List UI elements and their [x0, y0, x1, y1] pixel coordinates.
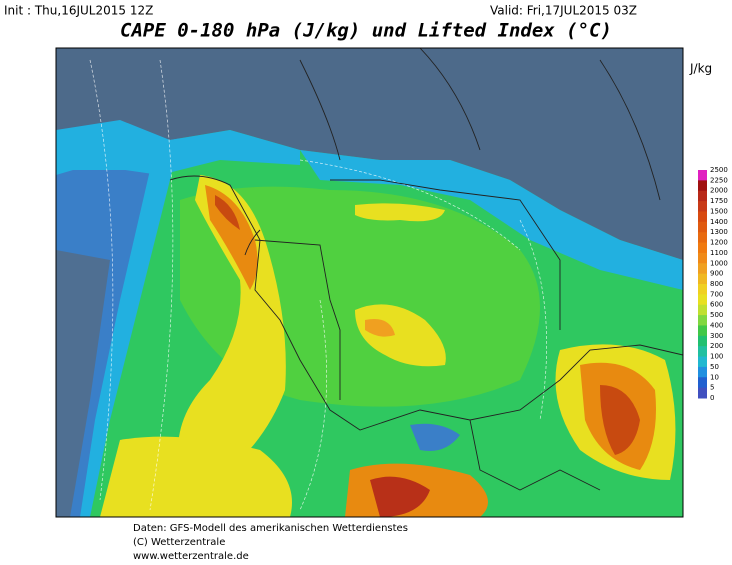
- legend-swatch: [698, 180, 707, 192]
- legend-swatch: [698, 335, 707, 347]
- legend-unit: J/kg: [689, 62, 712, 76]
- legend-swatch: [698, 294, 707, 306]
- legend-swatch: [698, 221, 707, 233]
- footer-line: www.wetterzentrale.de: [133, 551, 249, 562]
- legend-level: 50: [710, 363, 719, 371]
- legend-level: 2000: [710, 187, 728, 195]
- legend-level: 100: [710, 353, 723, 361]
- legend-swatch: [698, 377, 707, 389]
- legend-level: 0: [710, 394, 714, 402]
- legend-level: 1000: [710, 259, 728, 267]
- legend-swatch: [698, 304, 707, 316]
- legend-swatch: [698, 325, 707, 337]
- legend-level: 300: [710, 332, 723, 340]
- legend-level: 500: [710, 311, 723, 319]
- legend-level: 800: [710, 280, 723, 288]
- legend-swatch: [698, 315, 707, 326]
- legend-level: 2500: [710, 166, 728, 174]
- legend-swatch: [698, 242, 707, 254]
- legend-level: 5: [710, 384, 714, 392]
- color-legend: 2500225020001750150014001300120011001000…: [698, 166, 728, 402]
- legend-level: 2250: [710, 176, 728, 184]
- map-title: CAPE 0-180 hPa (J/kg) und Lifted Index (…: [120, 20, 612, 42]
- legend-level: 200: [710, 342, 723, 350]
- legend-swatch: [698, 263, 707, 275]
- legend-swatch: [698, 284, 707, 295]
- legend-level: 1750: [710, 197, 728, 205]
- legend-swatch: [698, 366, 707, 378]
- legend-level: 900: [710, 270, 723, 278]
- legend-swatch: [698, 356, 707, 368]
- legend-swatch: [698, 190, 707, 202]
- legend-swatch: [698, 273, 707, 285]
- legend-swatch: [698, 201, 707, 212]
- legend-level: 1400: [710, 218, 728, 226]
- legend-level: 1200: [710, 239, 728, 247]
- footer-line: Daten: GFS-Modell des amerikanischen Wet…: [133, 523, 408, 534]
- legend-swatch: [698, 232, 707, 244]
- legend-level: 700: [710, 290, 723, 298]
- valid-time: Valid: Fri,17JUL2015 03Z: [490, 4, 637, 18]
- legend-level: 10: [710, 373, 719, 381]
- legend-swatch: [698, 211, 707, 223]
- legend-swatch: [698, 252, 707, 264]
- legend-level: 1300: [710, 228, 728, 236]
- legend-level: 400: [710, 321, 723, 329]
- legend-level: 600: [710, 301, 723, 309]
- legend-swatch: [698, 387, 707, 399]
- legend-swatch: [698, 346, 707, 358]
- init-time: Init : Thu,16JUL2015 12Z: [4, 4, 153, 18]
- legend-level: 1500: [710, 207, 728, 215]
- legend-swatch: [698, 170, 707, 181]
- legend-level: 1100: [710, 249, 728, 257]
- footer-line: (C) Wetterzentrale: [133, 537, 225, 548]
- map-field: [55, 47, 684, 518]
